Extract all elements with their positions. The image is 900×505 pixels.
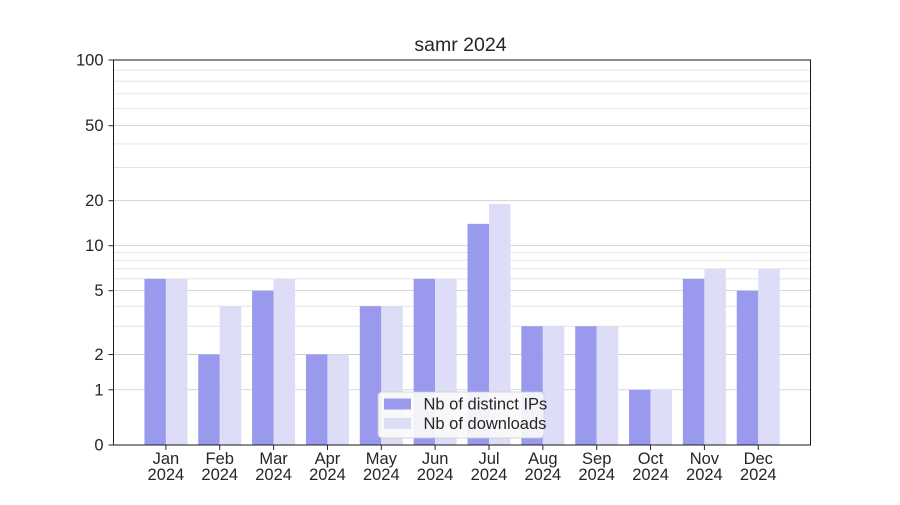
svg-text:2024: 2024 — [309, 466, 346, 484]
svg-text:Nb of distinct IPs: Nb of distinct IPs — [424, 396, 548, 414]
svg-text:2024: 2024 — [578, 466, 615, 484]
svg-text:1: 1 — [94, 381, 103, 399]
svg-text:2024: 2024 — [471, 466, 508, 484]
svg-text:2024: 2024 — [524, 466, 561, 484]
svg-text:2: 2 — [94, 346, 103, 364]
svg-text:10: 10 — [85, 237, 103, 255]
svg-text:20: 20 — [85, 192, 103, 210]
svg-text:2024: 2024 — [686, 466, 723, 484]
svg-text:2024: 2024 — [363, 466, 400, 484]
svg-text:Nb of downloads: Nb of downloads — [424, 415, 547, 433]
svg-text:2024: 2024 — [740, 466, 777, 484]
svg-text:50: 50 — [85, 117, 103, 135]
svg-text:2024: 2024 — [632, 466, 669, 484]
svg-text:samr 2024: samr 2024 — [414, 34, 506, 56]
svg-text:5: 5 — [94, 282, 103, 300]
svg-text:2024: 2024 — [148, 466, 185, 484]
svg-text:100: 100 — [76, 52, 104, 70]
svg-text:2024: 2024 — [255, 466, 292, 484]
svg-text:0: 0 — [94, 437, 103, 455]
svg-text:2024: 2024 — [417, 466, 454, 484]
svg-text:2024: 2024 — [201, 466, 238, 484]
